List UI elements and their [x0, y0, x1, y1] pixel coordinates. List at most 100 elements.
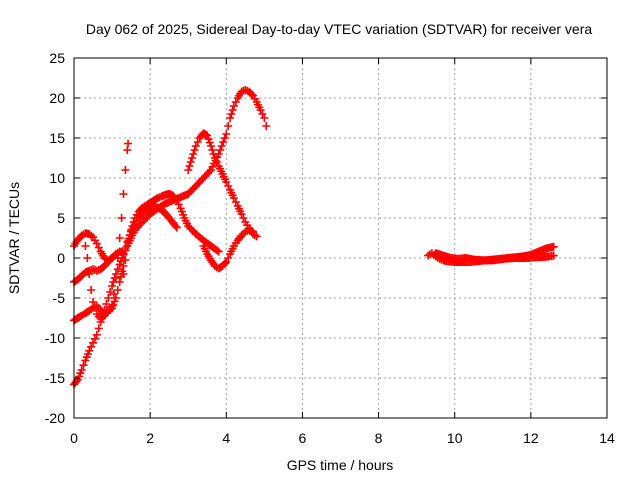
data-point	[191, 142, 200, 150]
y-tick-label: 25	[49, 50, 65, 66]
x-tick-label: 0	[70, 430, 78, 446]
y-tick-label: -20	[45, 410, 65, 426]
data-point	[125, 231, 134, 240]
data-point	[205, 167, 214, 176]
data-point	[89, 338, 98, 347]
data-point	[119, 250, 128, 258]
data-point	[248, 227, 257, 236]
x-tick-label: 14	[599, 430, 615, 446]
data-point	[171, 222, 180, 230]
data-point	[247, 90, 256, 99]
x-tick-label: 2	[146, 430, 154, 446]
data-point	[90, 334, 99, 343]
y-tick-label: -5	[53, 290, 66, 306]
data-point	[124, 236, 133, 245]
data-point	[123, 242, 132, 250]
plot-frame	[73, 57, 608, 419]
data-point	[92, 330, 101, 339]
y-tick-label: 0	[57, 250, 65, 266]
data-point	[221, 259, 230, 268]
data-point	[127, 226, 136, 234]
x-tick-label: 12	[523, 430, 539, 446]
data-point	[226, 114, 235, 122]
data-series	[81, 139, 133, 323]
data-point	[172, 223, 181, 232]
data-point	[186, 158, 195, 166]
data-point	[185, 162, 194, 170]
data-point	[207, 142, 216, 150]
data-point	[121, 166, 130, 174]
x-tick-label: 8	[375, 430, 383, 446]
data-point	[171, 194, 180, 203]
data-point	[102, 300, 111, 308]
data-series	[431, 249, 558, 265]
y-axis-ticks: -20 -15 -10 -5 0 5 10 15 20 25	[45, 50, 607, 426]
data-point	[252, 232, 261, 241]
data-point	[94, 324, 103, 333]
data-point	[87, 286, 96, 294]
data-point	[229, 102, 238, 110]
y-tick-label: 10	[49, 170, 65, 186]
data-point	[188, 154, 197, 162]
data-point	[227, 110, 236, 118]
data-point	[205, 138, 214, 147]
data-point	[90, 304, 99, 312]
data-point	[220, 134, 229, 142]
data-point	[224, 122, 233, 130]
data-point	[208, 146, 217, 154]
data-point	[81, 242, 90, 250]
x-tick-label: 10	[447, 430, 463, 446]
data-point	[104, 294, 113, 302]
data-point	[117, 214, 126, 222]
y-tick-label: 20	[49, 90, 65, 106]
y-tick-label: -15	[45, 370, 65, 386]
data-point	[109, 290, 118, 298]
data-point	[108, 302, 117, 310]
data-point	[108, 282, 117, 290]
data-point	[260, 114, 269, 122]
data-points	[70, 86, 558, 389]
y-tick-label: 15	[49, 130, 65, 146]
y-axis-label: SDTVAR / TECUs	[6, 182, 22, 294]
data-point	[222, 130, 231, 138]
data-point	[209, 150, 218, 158]
data-point	[128, 222, 137, 230]
data-point	[113, 286, 122, 294]
x-axis-label: GPS time / hours	[287, 457, 394, 473]
x-axis-ticks: 0 2 4 6 8 10 12 14	[70, 58, 615, 446]
data-series	[70, 229, 128, 265]
data-point	[216, 146, 225, 154]
data-point	[119, 190, 128, 198]
data-point	[214, 247, 223, 256]
data-point	[110, 297, 119, 306]
data-point	[189, 150, 198, 158]
data-point	[217, 142, 226, 150]
x-tick-label: 4	[222, 430, 230, 446]
data-point	[228, 106, 237, 114]
data-point	[111, 274, 120, 282]
data-point	[83, 254, 92, 262]
data-point	[549, 242, 558, 251]
data-point	[213, 246, 222, 255]
x-tick-label: 6	[299, 430, 307, 446]
y-tick-label: -10	[45, 330, 65, 346]
grid-lines	[74, 58, 607, 418]
data-point	[77, 366, 86, 374]
data-point	[87, 342, 96, 351]
data-point	[184, 166, 193, 174]
data-point	[124, 139, 133, 148]
data-point	[113, 254, 122, 262]
data-point	[113, 265, 122, 274]
data-point	[85, 270, 94, 278]
data-point	[79, 361, 88, 370]
data-point	[119, 270, 128, 278]
data-point	[262, 122, 271, 130]
data-point	[190, 146, 199, 154]
data-point	[129, 218, 138, 226]
data-point	[219, 138, 228, 146]
data-point	[549, 251, 558, 260]
chart-title: Day 062 of 2025, Sidereal Day-to-day VTE…	[86, 21, 592, 37]
data-point	[115, 234, 124, 242]
y-tick-label: 5	[57, 210, 65, 226]
